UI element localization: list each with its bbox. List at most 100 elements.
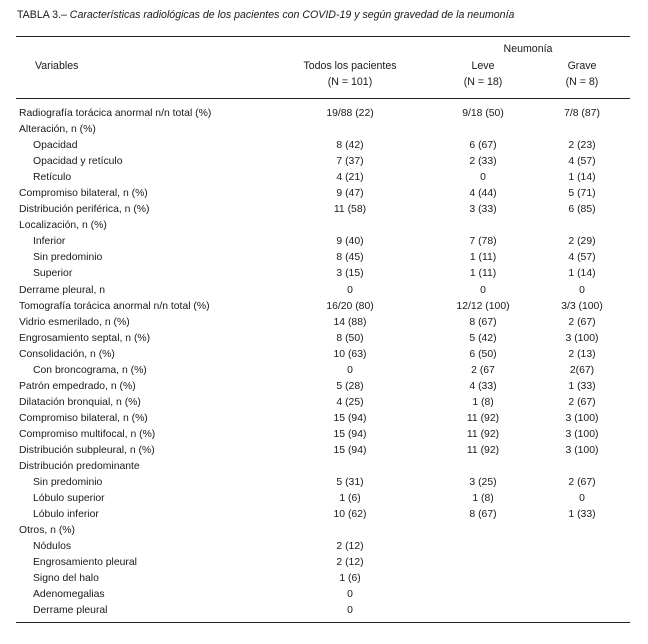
cell-leve: 4 (44) [469, 188, 497, 200]
table-row: Alteración, n (%) [0, 122, 648, 138]
table-row: Radiografía torácica anormal n/n total (… [0, 106, 648, 122]
cell-grave: 2 (23) [568, 140, 596, 152]
cell-grave: 6 (85) [568, 204, 596, 216]
cell-todos: 8 (45) [336, 252, 364, 264]
cell-todos: 0 [347, 605, 353, 617]
cell-leve: 6 (50) [469, 348, 497, 360]
row-label: Signo del halo [33, 573, 99, 585]
cell-todos: 4 (25) [336, 396, 364, 408]
row-label: Lóbulo inferior [33, 509, 99, 521]
cell-grave: 1 (33) [568, 380, 596, 392]
row-label: Adenomegalias [33, 589, 105, 601]
bottom-rule [16, 622, 630, 623]
cell-leve: 7 (78) [469, 236, 497, 248]
cell-grave: 2 (67) [568, 477, 596, 489]
table-row: Patrón empedrado, n (%) 5 (28) 4 (33) 1 (33… [0, 379, 648, 395]
row-label: Nódulos [33, 541, 72, 553]
cell-todos: 9 (47) [336, 188, 364, 200]
cell-leve: 3 (33) [469, 204, 497, 216]
row-label: Inferior [33, 236, 66, 248]
header-grave-n: (N = 8) [565, 76, 599, 88]
cell-todos: 5 (28) [336, 380, 364, 392]
cell-todos: 0 [347, 589, 353, 601]
cell-leve: 8 (67) [469, 509, 497, 521]
cell-grave: 3 (100) [565, 444, 599, 456]
cell-todos: 19/88 (22) [326, 108, 374, 119]
table-row: Retículo 4 (21) 0 1 (14) [0, 170, 648, 186]
row-label: Engrosamiento pleural [33, 557, 137, 569]
row-label: Distribución subpleural, n (%) [19, 444, 155, 456]
cell-todos: 10 (62) [333, 509, 367, 521]
cell-grave: 4 (57) [568, 156, 596, 168]
cell-todos: 8 (50) [336, 332, 364, 344]
cell-grave: 2 (67) [568, 316, 596, 328]
row-label: Superior [33, 268, 73, 280]
cell-todos: 9 (40) [336, 236, 364, 248]
cell-todos: 15 (94) [333, 428, 367, 440]
cell-grave: 2 (67) [568, 396, 596, 408]
row-label: Retículo [33, 172, 72, 184]
cell-grave: 3 (100) [565, 412, 599, 424]
table-row: Consolidación, n (%) 10 (63) 6 (50) 2 (13) [0, 347, 648, 363]
cell-grave: 4 (57) [568, 252, 596, 264]
cell-leve: 2 (33) [469, 156, 497, 168]
row-label: Lóbulo superior [33, 493, 105, 505]
table-row: Engrosamiento pleural 2 (12) [0, 555, 648, 571]
cell-todos: 15 (94) [333, 444, 367, 456]
cell-todos: 4 (21) [336, 172, 364, 184]
table-title: Características radiológicas de los paci… [66, 9, 515, 21]
header-todos-n: (N = 101) [327, 76, 373, 88]
row-label: Consolidación, n (%) [19, 348, 115, 360]
table-row: Lóbulo inferior 10 (62) 8 (67) 1 (33) [0, 507, 648, 523]
row-label: Compromiso multifocal, n (%) [19, 428, 156, 440]
row-label: Vidrio esmerilado, n (%) [19, 316, 130, 328]
cell-todos: 14 (88) [333, 316, 367, 328]
row-label: Opacidad [33, 140, 78, 152]
table-row: Signo del halo 1 (6) [0, 571, 648, 587]
cell-todos: 3 (15) [336, 268, 364, 280]
top-rule [16, 36, 630, 37]
cell-leve: 6 (67) [469, 140, 497, 152]
cell-grave: 2 (29) [568, 236, 596, 248]
row-label: Engrosamiento septal, n (%) [19, 332, 151, 344]
cell-leve: 1 (8) [472, 396, 494, 408]
header-group-neumonia: Neumonía [503, 43, 553, 55]
cell-leve: 12/12 (100) [456, 300, 510, 312]
table-row: Vidrio esmerilado, n (%) 14 (88) 8 (67) 2 (… [0, 315, 648, 331]
cell-grave: 5 (71) [568, 188, 596, 200]
table-body: Radiografía torácica anormal n/n total (… [0, 106, 648, 620]
table-row: Lóbulo superior 1 (6) 1 (8) 0 [0, 491, 648, 507]
table-caption: TABLA 3.– Características radiológicas d… [17, 9, 514, 21]
row-label: Con broncograma, n (%) [33, 364, 147, 376]
row-label: Derrame pleural, n [19, 284, 106, 296]
table-row: Engrosamiento septal, n (%) 8 (50) 5 (42) 3… [0, 331, 648, 347]
header-leve: Leve [471, 60, 495, 72]
cell-leve: 0 [480, 172, 486, 184]
table-number: TABLA 3.– [17, 9, 67, 21]
table-row: Localización, n (%) [0, 218, 648, 234]
cell-grave: 1 (33) [568, 509, 596, 521]
cell-todos: 8 (42) [336, 140, 364, 152]
table-row: Sin predominio 5 (31) 3 (25) 2 (67) [0, 475, 648, 491]
row-label: Derrame pleural [33, 605, 108, 617]
cell-todos: 16/20 (80) [326, 300, 374, 312]
cell-leve: 11 (92) [466, 428, 500, 440]
cell-todos: 0 [347, 284, 353, 296]
cell-todos: 1 (6) [339, 573, 361, 585]
table-row: Inferior 9 (40) 7 (78) 2 (29) [0, 234, 648, 250]
table-row: Adenomegalias 0 [0, 587, 648, 603]
table-row: Opacidad 8 (42) 6 (67) 2 (23) [0, 138, 648, 154]
table-row: Compromiso bilateral, n (%) 9 (47) 4 (44) 5… [0, 186, 648, 202]
table-row: Distribución periférica, n (%) 11 (58) 3 (… [0, 202, 648, 218]
cell-grave: 0 [579, 284, 585, 296]
header-leve-n: (N = 18) [463, 76, 503, 88]
cell-grave: 7/8 (87) [564, 108, 600, 119]
cell-todos: 5 (31) [336, 477, 364, 489]
table-row: Distribución subpleural, n (%) 15 (94) 11 … [0, 443, 648, 459]
cell-leve: 3 (25) [469, 477, 497, 489]
header-grave: Grave [567, 60, 597, 72]
table-row: Con broncograma, n (%) 0 2 (67 2(67) [0, 363, 648, 379]
table-row: Otros, n (%) [0, 523, 648, 539]
row-label: Opacidad y retículo [33, 156, 123, 168]
cell-leve: 4 (33) [469, 380, 497, 392]
